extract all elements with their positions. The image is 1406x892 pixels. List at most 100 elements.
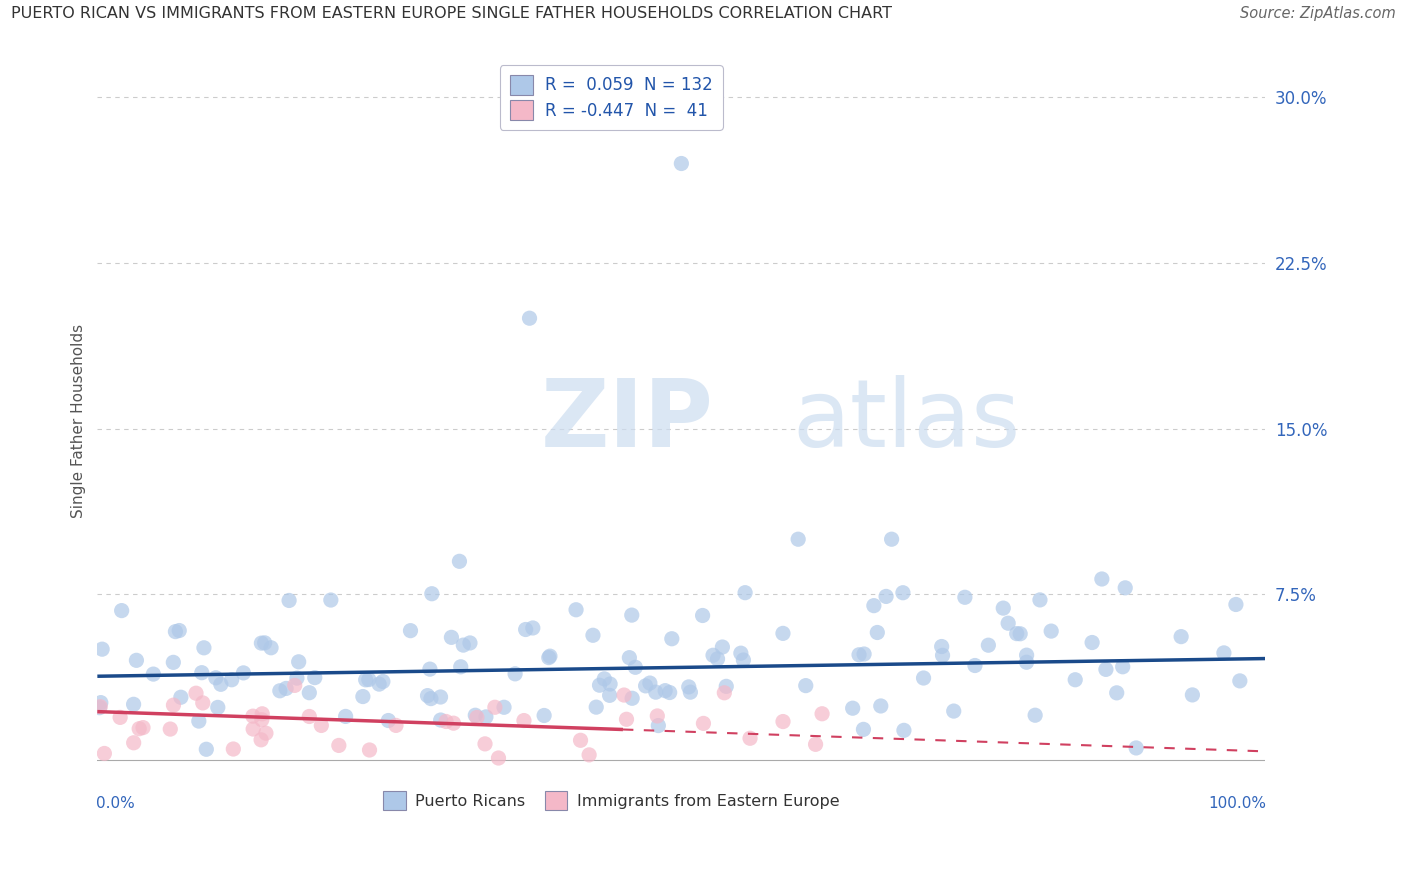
Point [89, 700, 111, 714]
Point [811, 706, 834, 721]
Point [209, 677, 232, 691]
Point [613, 688, 636, 702]
Point [1081, 635, 1104, 649]
Point [953, 591, 976, 605]
Point [465, 710, 488, 724]
Point [692, 608, 714, 623]
Point [706, 652, 728, 666]
Point [538, 649, 561, 664]
Point [787, 533, 810, 547]
Point [1170, 630, 1192, 644]
Point [1010, 627, 1032, 641]
Point [416, 689, 439, 703]
Point [730, 646, 752, 660]
Point [891, 585, 914, 599]
Point [1181, 688, 1204, 702]
Point [250, 732, 273, 747]
Point [1015, 655, 1038, 669]
Point [1095, 662, 1118, 676]
Point [772, 626, 794, 640]
Point [274, 681, 297, 696]
Point [450, 660, 472, 674]
Point [187, 714, 209, 728]
Point [578, 747, 600, 762]
Point [311, 718, 333, 732]
Point [250, 713, 273, 727]
Point [841, 701, 863, 715]
Point [599, 689, 621, 703]
Point [931, 640, 953, 654]
Point [893, 723, 915, 738]
Point [335, 709, 357, 723]
Point [484, 700, 506, 714]
Point [205, 671, 228, 685]
Point [287, 655, 309, 669]
Point [285, 671, 308, 685]
Point [242, 722, 264, 736]
Point [692, 716, 714, 731]
Point [193, 640, 215, 655]
Point [522, 621, 544, 635]
Point [638, 676, 661, 690]
Point [569, 733, 592, 747]
Point [377, 714, 399, 728]
Point [515, 623, 537, 637]
Point [1005, 626, 1028, 640]
Point [122, 698, 145, 712]
Point [616, 712, 638, 726]
Point [352, 690, 374, 704]
Point [848, 648, 870, 662]
Point [1024, 708, 1046, 723]
Point [250, 636, 273, 650]
Point [661, 632, 683, 646]
Point [565, 603, 588, 617]
Point [368, 677, 391, 691]
Text: PUERTO RICAN VS IMMIGRANTS FROM EASTERN EUROPE SINGLE FATHER HOUSEHOLDS CORRELAT: PUERTO RICAN VS IMMIGRANTS FROM EASTERN … [11, 6, 893, 21]
Point [880, 533, 903, 547]
Legend: Puerto Ricans, Immigrants from Eastern Europe: Puerto Ricans, Immigrants from Eastern E… [377, 785, 845, 816]
Point [254, 726, 277, 740]
Point [298, 709, 321, 723]
Text: 100.0%: 100.0% [1209, 796, 1267, 811]
Point [142, 667, 165, 681]
Point [170, 690, 193, 705]
Point [852, 723, 875, 737]
Point [853, 647, 876, 661]
Point [931, 648, 953, 663]
Point [232, 665, 254, 680]
Point [111, 604, 134, 618]
Point [221, 673, 243, 687]
Point [772, 714, 794, 729]
Point [1064, 673, 1087, 687]
Point [429, 690, 451, 704]
Point [588, 678, 610, 692]
Point [319, 593, 342, 607]
Point [159, 722, 181, 736]
Point [733, 653, 755, 667]
Point [1091, 572, 1114, 586]
Point [298, 686, 321, 700]
Point [443, 716, 465, 731]
Point [475, 710, 498, 724]
Point [284, 678, 307, 692]
Point [125, 653, 148, 667]
Point [440, 631, 463, 645]
Point [658, 685, 681, 699]
Point [165, 624, 187, 639]
Point [593, 672, 616, 686]
Point [122, 736, 145, 750]
Point [582, 628, 605, 642]
Point [1112, 660, 1135, 674]
Point [963, 658, 986, 673]
Point [1225, 598, 1247, 612]
Point [1040, 624, 1063, 639]
Point [419, 662, 441, 676]
Point [734, 585, 756, 599]
Point [222, 742, 245, 756]
Point [513, 714, 536, 728]
Point [91, 642, 114, 657]
Point [875, 590, 897, 604]
Point [167, 624, 190, 638]
Point [328, 739, 350, 753]
Point [503, 666, 526, 681]
